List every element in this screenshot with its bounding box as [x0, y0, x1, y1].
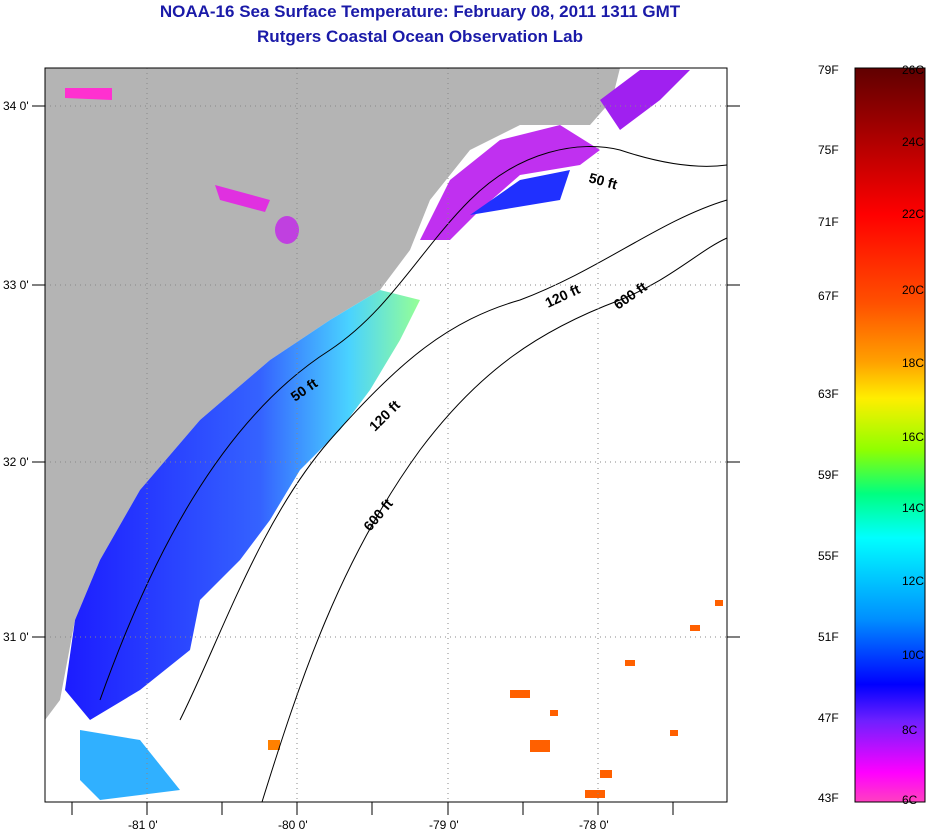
map-subtitle: Rutgers Coastal Ocean Observation Lab	[257, 27, 583, 46]
colorbar-f-label: 59F	[818, 468, 839, 482]
colorbar-f-label: 51F	[818, 630, 839, 644]
land	[45, 68, 620, 720]
map-title: NOAA-16 Sea Surface Temperature: Februar…	[159, 2, 681, 21]
sst-warm-pixels	[268, 600, 723, 798]
sst-magenta-band	[420, 125, 600, 240]
contour-600ft	[261, 237, 728, 803]
colorbar-f-label: 63F	[818, 387, 839, 401]
colorbar-c-label: 16C	[902, 430, 925, 444]
colorbar-c-label: 22C	[902, 207, 925, 221]
colorbar	[854, 67, 926, 803]
lon-label: -81 0'	[128, 818, 158, 832]
colorbar-c-label: 10C	[902, 648, 925, 662]
colorbar-c-label: 8C	[902, 723, 918, 737]
lon-label: -78 0'	[579, 818, 609, 832]
colorbar-f-label: 71F	[818, 215, 839, 229]
contour-50ft	[99, 146, 728, 701]
colorbar-c-label: 26C	[902, 63, 925, 77]
lat-label: 34 0'	[3, 99, 29, 113]
colorbar-c-label: 18C	[902, 356, 925, 370]
lat-label: 31 0'	[3, 630, 29, 644]
lon-label: -79 0'	[429, 818, 459, 832]
lat-label: 32 0'	[3, 455, 29, 469]
lat-label: 33 0'	[3, 278, 29, 292]
grid-lines	[45, 68, 727, 802]
colorbar-c-label: 24C	[902, 135, 925, 149]
colorbar-f-label: 67F	[818, 289, 839, 303]
colorbar-f-label: 55F	[818, 549, 839, 563]
colorbar-c-label: 12C	[902, 574, 925, 588]
colorbar-f-label: 79F	[818, 63, 839, 77]
bathymetry-contours	[99, 146, 728, 803]
colorbar-f-label: 47F	[818, 711, 839, 725]
colorbar-c-label: 6C	[902, 793, 918, 807]
contour-label: 50 ft	[587, 169, 619, 192]
colorbar-c-label: 20C	[902, 283, 925, 297]
map-frame	[32, 67, 740, 815]
colorbar-f-label: 43F	[818, 791, 839, 805]
sst-coastal-band	[65, 290, 420, 720]
sst-warm-patch	[80, 730, 180, 800]
contour-120ft	[179, 199, 728, 721]
lon-label: -80 0'	[278, 818, 308, 832]
colorbar-c-label: 14C	[902, 501, 925, 515]
colorbar-f-label: 75F	[818, 143, 839, 157]
